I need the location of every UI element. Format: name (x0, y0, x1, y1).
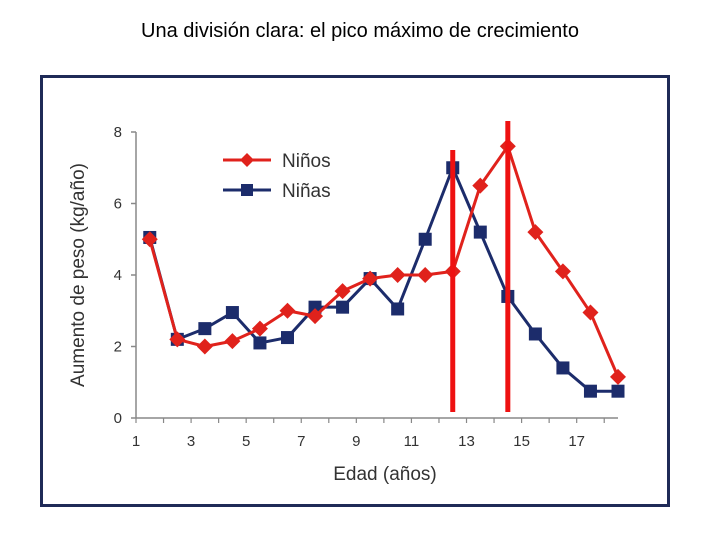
data-point-ninos (362, 270, 379, 287)
data-point-ninos (389, 267, 406, 283)
data-point-ninas (391, 302, 405, 316)
peak-markers (450, 121, 511, 412)
y-axis-label: Aumento de peso (kg/año) (68, 163, 89, 387)
data-point-ninas (280, 331, 294, 345)
chart-frame (40, 75, 670, 507)
x-tick-label: 13 (458, 433, 475, 450)
x-tick-label: 1 (132, 433, 140, 450)
legend-marker-ninas (241, 184, 253, 196)
data-point-ninos (417, 267, 434, 283)
data-point-ninos (527, 224, 544, 241)
data-point-ninos (224, 333, 241, 350)
x-tick-label: 11 (404, 433, 420, 450)
series-line-ninos (148, 144, 620, 378)
y-tick-label: 2 (114, 339, 122, 356)
data-point-ninos (251, 320, 268, 337)
y-tick-labels: 0 2 4 6 8 (114, 124, 136, 427)
data-point-ninos (307, 308, 324, 325)
data-point-ninas (336, 300, 350, 314)
data-point-ninas (583, 384, 597, 398)
x-tick-label: 9 (352, 433, 360, 450)
data-point-ninos (141, 231, 158, 248)
y-tick-label: 8 (114, 124, 122, 141)
data-point-ninas (308, 300, 322, 314)
data-point-ninos (334, 283, 351, 300)
series-line-ninas (148, 166, 618, 393)
x-axis-label: Edad (años) (333, 464, 437, 485)
legend-label-ninas: Niñas (282, 181, 331, 202)
legend-label-ninos: Niños (282, 151, 331, 172)
legend-marker-ninos (240, 153, 254, 167)
x-tick-label: 5 (242, 433, 250, 450)
data-point-ninas (225, 306, 239, 320)
data-point-ninos (582, 304, 599, 321)
slide-title: Una división clara: el pico máximo de cr… (141, 20, 579, 42)
y-tick-label: 0 (114, 410, 122, 427)
chart-axes (135, 132, 618, 419)
series-layer (141, 138, 626, 398)
x-tick-labels: 1 3 5 7 9 11 13 15 17 (132, 418, 605, 450)
data-point-ninos (196, 338, 213, 355)
data-point-ninas (528, 327, 542, 341)
y-tick-label: 6 (114, 196, 122, 213)
data-point-ninas (418, 232, 432, 246)
data-point-ninos (554, 263, 571, 280)
data-point-ninos (279, 302, 296, 319)
data-point-ninos (169, 331, 186, 348)
data-point-ninas (473, 225, 487, 239)
data-point-ninos (472, 177, 489, 194)
data-point-ninos (610, 368, 626, 385)
x-tick-label: 17 (568, 433, 585, 450)
x-tick-label: 15 (513, 433, 530, 450)
y-tick-label: 4 (114, 267, 122, 284)
x-tick-label: 7 (297, 433, 305, 450)
legend: Niños Niñas (223, 151, 331, 202)
data-point-ninas (253, 336, 267, 350)
x-tick-label: 3 (187, 433, 195, 450)
data-point-ninas (611, 384, 625, 398)
data-point-ninas (556, 361, 570, 375)
data-point-ninas (198, 322, 212, 336)
